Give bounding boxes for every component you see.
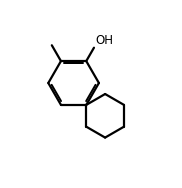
Text: OH: OH	[95, 34, 113, 47]
